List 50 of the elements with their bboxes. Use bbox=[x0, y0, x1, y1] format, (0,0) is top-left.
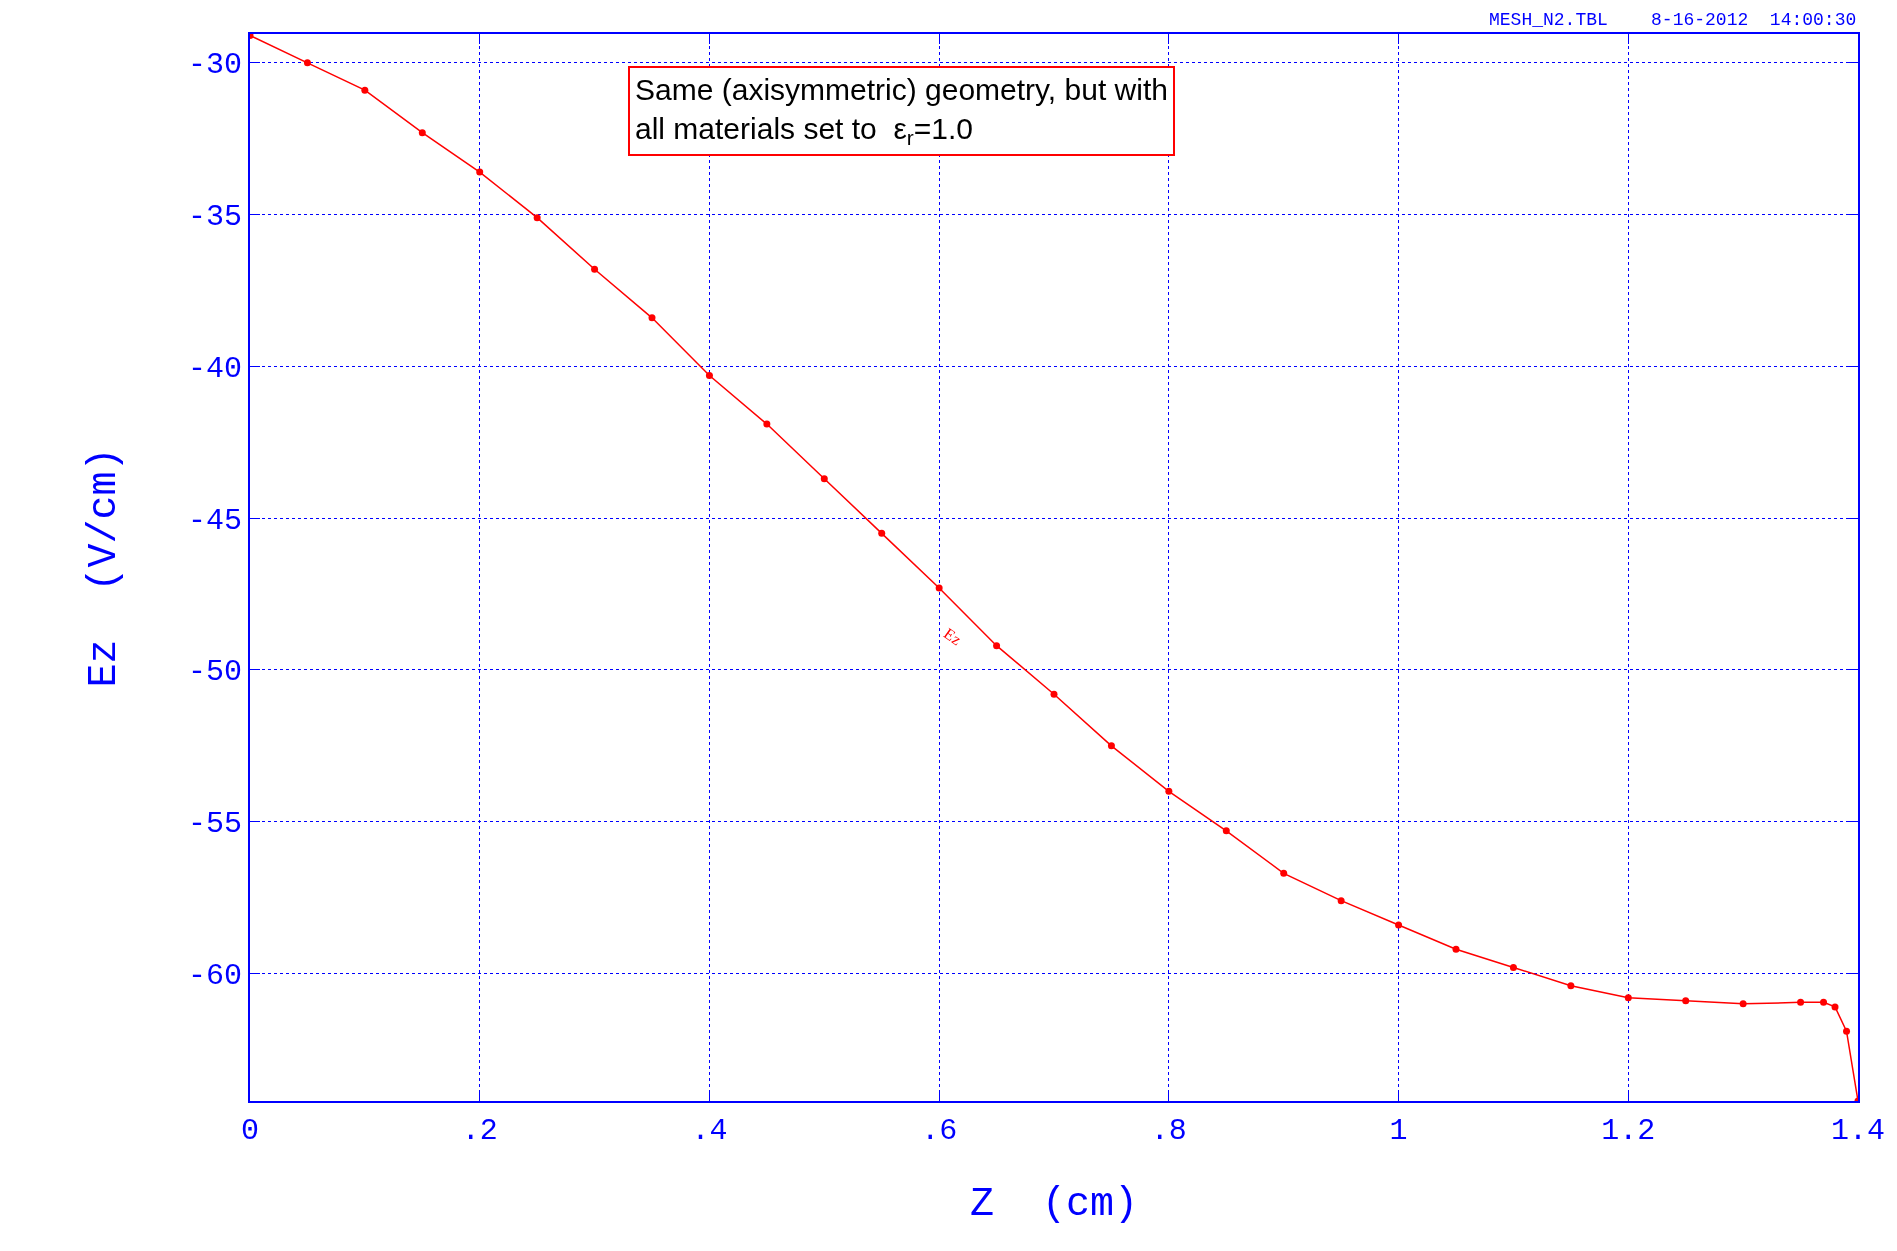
x-tick-label: 0 bbox=[240, 1114, 260, 1148]
y-tick-label: -45 bbox=[187, 503, 242, 538]
point bbox=[1739, 1000, 1747, 1008]
x-tick-label: .4 bbox=[691, 1114, 728, 1148]
x-axis-title: Z (cm) bbox=[969, 1182, 1139, 1227]
annotation: Ez bbox=[940, 624, 965, 649]
point bbox=[763, 420, 771, 428]
point bbox=[993, 642, 1001, 650]
point bbox=[1107, 742, 1115, 750]
y-tick-label: -60 bbox=[187, 959, 242, 994]
y-tick-label: -55 bbox=[187, 807, 242, 842]
point bbox=[878, 529, 886, 537]
y-axis-title: Ez (V/cm) bbox=[81, 447, 127, 688]
x-tick-label: 1 bbox=[1389, 1114, 1408, 1148]
y-tick-label: -50 bbox=[187, 655, 242, 690]
point bbox=[1682, 997, 1690, 1005]
y-tick-label: -35 bbox=[187, 200, 242, 235]
point bbox=[361, 86, 369, 94]
x-tick-label: .8 bbox=[1150, 1114, 1187, 1148]
point bbox=[1280, 869, 1288, 877]
point bbox=[533, 214, 541, 222]
text: MESH_N2.TBL 8-16-2012 14:00:30 bbox=[1489, 10, 1857, 30]
point bbox=[1509, 963, 1517, 971]
x-tick-label: .6 bbox=[921, 1114, 958, 1148]
point bbox=[1395, 921, 1403, 929]
point bbox=[935, 584, 943, 592]
x-tick-label: 1.4 bbox=[1830, 1114, 1886, 1148]
point bbox=[648, 314, 656, 322]
y-tick-label: -40 bbox=[187, 351, 242, 386]
point bbox=[476, 168, 484, 176]
point bbox=[1452, 945, 1460, 953]
point bbox=[418, 129, 426, 137]
point bbox=[303, 59, 311, 67]
point bbox=[1831, 1003, 1839, 1011]
point bbox=[1797, 998, 1805, 1006]
y-tick-label: -30 bbox=[187, 48, 242, 83]
point bbox=[1820, 998, 1828, 1006]
x-tick-label: 1.2 bbox=[1601, 1114, 1656, 1148]
point bbox=[1050, 690, 1058, 698]
point bbox=[1843, 1027, 1851, 1035]
point bbox=[1567, 982, 1575, 990]
point bbox=[1165, 787, 1173, 795]
point bbox=[1337, 897, 1345, 905]
point bbox=[1222, 827, 1230, 835]
annotation: Same (axisymmetric) geometry, but with all materials set to ε$_{r}$=1.0 bbox=[635, 73, 1168, 150]
x-tick-label: .2 bbox=[461, 1114, 498, 1148]
point bbox=[591, 265, 599, 273]
point bbox=[1624, 994, 1632, 1002]
point bbox=[820, 475, 828, 483]
point bbox=[705, 372, 713, 379]
